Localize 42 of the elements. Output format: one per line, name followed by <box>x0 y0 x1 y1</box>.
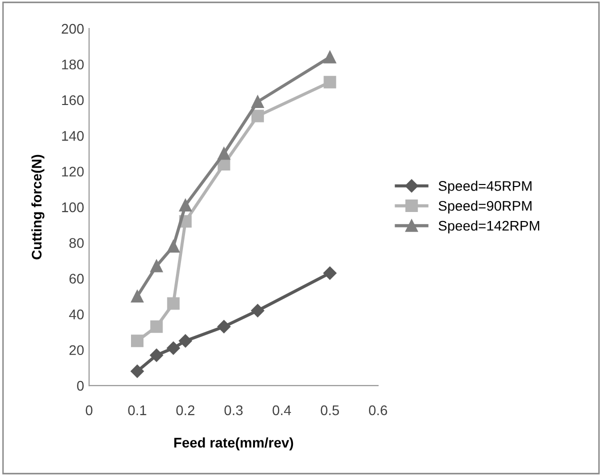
point <box>150 348 164 362</box>
point <box>166 341 180 355</box>
y-tick-label: 20 <box>69 345 84 356</box>
point <box>131 334 144 348</box>
point <box>218 147 230 160</box>
point <box>167 297 180 310</box>
y-tick-label: 160 <box>62 95 84 106</box>
y-tick-label: 80 <box>69 238 84 248</box>
y-tick-label: 60 <box>69 274 84 284</box>
point <box>150 260 163 272</box>
y-tick-label: 180 <box>62 60 84 70</box>
point <box>251 95 264 108</box>
x-tick-label: 0.1 <box>128 405 146 416</box>
point <box>251 110 264 122</box>
x-tick-label: 0.6 <box>368 405 388 416</box>
y-tick-label: 40 <box>69 309 84 320</box>
point <box>150 320 163 333</box>
point <box>324 50 336 64</box>
point <box>178 334 192 348</box>
x-tick-label: 0.2 <box>176 405 194 416</box>
x-axis-title: Feed rate(mm/rev) <box>174 437 294 450</box>
x-tick-label: 0.3 <box>224 405 243 416</box>
legend-label: Speed=90RPM <box>438 200 532 214</box>
x-tick-label: 0.5 <box>320 405 339 416</box>
point <box>323 266 336 280</box>
y-tick-label: 100 <box>62 202 84 212</box>
y-tick-label: 0 <box>77 380 84 391</box>
point <box>251 304 264 318</box>
x-tick-label: 0.4 <box>272 405 291 416</box>
y-tick-label: 140 <box>62 130 84 141</box>
y-tick-label: 200 <box>62 24 84 34</box>
point <box>131 290 144 303</box>
point <box>130 364 144 378</box>
x-tick-label: 0 <box>86 405 92 416</box>
y-axis-title: Cutting force(N) <box>31 154 44 260</box>
y-tick-label: 120 <box>62 166 84 177</box>
legend-label: Speed=142RPM <box>438 220 540 234</box>
point <box>167 240 180 253</box>
point <box>217 320 231 334</box>
point <box>179 199 192 212</box>
legend-label: Speed=45RPM <box>438 180 532 194</box>
point <box>324 76 336 88</box>
